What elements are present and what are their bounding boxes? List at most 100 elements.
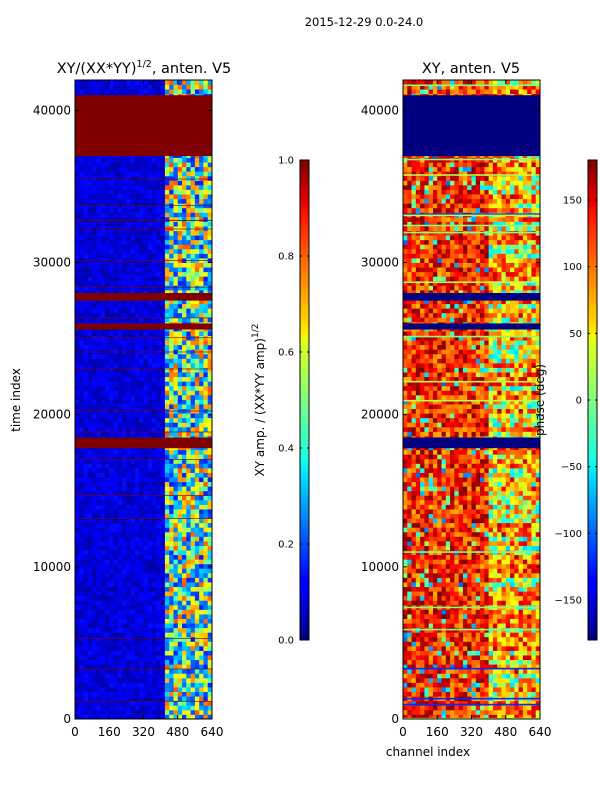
heatmap-cell [87, 422, 93, 428]
heatmap-cell [186, 664, 191, 670]
heatmap-cell [488, 714, 494, 719]
heatmap-cell [454, 709, 460, 715]
heatmap-cell [194, 244, 200, 250]
heatmap-cell [207, 385, 212, 391]
heatmap-cell [109, 664, 114, 670]
heatmap-cell [169, 627, 174, 633]
heatmap-cell [199, 381, 204, 387]
heatmap-cell [143, 563, 149, 569]
heatmap-cell [126, 627, 132, 633]
heatmap-cell [117, 632, 123, 638]
heatmap-cell [113, 166, 119, 172]
heatmap-cell [109, 426, 114, 432]
heatmap-cell [100, 527, 106, 533]
heatmap-cell [117, 609, 123, 615]
heatmap-cell [83, 618, 89, 624]
heatmap-cell [199, 545, 204, 551]
heatmap-cell [190, 367, 196, 373]
heatmap-cell [126, 285, 132, 291]
heatmap-cell [100, 664, 106, 670]
heatmap-cell [109, 714, 114, 719]
heatmap-cell [160, 253, 166, 259]
heatmap-cell [113, 527, 119, 533]
heatmap-cell [471, 709, 477, 715]
heatmap-cell [134, 381, 140, 387]
heatmap-cell [83, 568, 89, 574]
heatmap-cell [169, 431, 174, 437]
heatmap-cell [152, 84, 157, 90]
heatmap-cell [134, 244, 140, 250]
heatmap-cell [92, 426, 97, 432]
heatmap-cell [104, 271, 110, 277]
heatmap-cell [87, 166, 93, 172]
heatmap-cell [182, 673, 187, 679]
heatmap-cell [147, 390, 153, 396]
heatmap-cell [122, 559, 127, 565]
heatmap-cell [143, 705, 149, 711]
heatmap-cell [92, 463, 97, 469]
heatmap-cell [203, 563, 209, 569]
heatmap-cell [411, 664, 417, 670]
heatmap-cell [510, 714, 515, 719]
heatmap-cell [109, 422, 114, 428]
heatmap-cell [510, 664, 515, 670]
heatmap-cell [177, 399, 183, 405]
heatmap-cell [156, 536, 162, 542]
heatmap-cell [411, 655, 417, 661]
heatmap-cell [203, 367, 209, 373]
heatmap-cell [92, 84, 97, 90]
heatmap-cell [147, 372, 153, 378]
heatmap-cell [104, 353, 110, 359]
heatmap-cell [203, 299, 209, 305]
heatmap-cell [182, 687, 187, 693]
heatmap-cell [143, 80, 149, 85]
heatmap-cell [467, 682, 472, 688]
heatmap-cell [169, 668, 174, 674]
heatmap-cell [122, 262, 127, 268]
heatmap-cell [126, 664, 132, 670]
heatmap-cell [143, 166, 149, 172]
amplitude-panel: XY/(XX*YY)1/2, anten. V5 0 160 320 480 64001… [9, 59, 310, 739]
heatmap-cell [113, 353, 119, 359]
heatmap-cell [203, 490, 209, 496]
heatmap-cell [122, 367, 127, 373]
heatmap-cell [203, 280, 209, 286]
heatmap-cell [96, 586, 102, 592]
heatmap-cell [182, 700, 187, 706]
heatmap-cell [100, 714, 106, 719]
heatmap-cell [173, 595, 179, 601]
heatmap-cell [104, 331, 110, 336]
heatmap-cell [458, 673, 464, 679]
heatmap-cell [139, 285, 144, 291]
heatmap-cell [173, 709, 179, 715]
heatmap-cell [182, 714, 187, 719]
heatmap-cell [134, 175, 140, 181]
heatmap-cell [104, 595, 110, 601]
heatmap-cell [104, 394, 110, 400]
heatmap-cell [143, 198, 149, 204]
heatmap-cell [199, 171, 204, 177]
heatmap-cell [147, 262, 153, 268]
heatmap-cell [109, 472, 114, 478]
heatmap-cell [182, 239, 187, 245]
heatmap-cell [75, 709, 80, 715]
heatmap-cell [203, 84, 209, 90]
heatmap-cell [194, 490, 200, 496]
heatmap-cell [169, 189, 174, 195]
heatmap-cell [203, 559, 209, 565]
heatmap-cell [458, 700, 464, 706]
heatmap-cell [194, 700, 200, 706]
heatmap-cell [117, 431, 123, 437]
heatmap-cell [75, 253, 80, 259]
heatmap-cell [156, 194, 162, 200]
heatmap-cell [156, 668, 162, 674]
heatmap-cell [467, 677, 472, 683]
heatmap-cell [75, 545, 80, 551]
heatmap-cell [83, 458, 89, 464]
heatmap-cell [173, 194, 179, 200]
heatmap-cell [113, 499, 119, 505]
heatmap-cell [177, 198, 183, 204]
heatmap-cell [134, 362, 140, 368]
heatmap-cell [126, 550, 132, 556]
heatmap-cell [117, 518, 123, 524]
